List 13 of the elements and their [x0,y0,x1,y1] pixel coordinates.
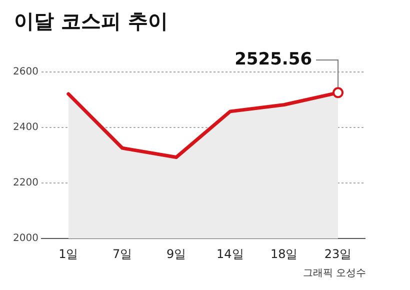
y-tick-label: 2600 [12,66,38,78]
text: 그래픽 오성수 [302,267,366,280]
y-tick-label: 2000 [12,233,38,244]
x-tick-label: 1일 [58,246,78,261]
x-tick-label: 14일 [216,246,244,261]
x-tick-label: 7일 [112,246,132,261]
y-tick-label: 2200 [12,178,38,189]
x-tick-label: 23일 [324,246,352,261]
y-tick-label: 2400 [12,122,38,134]
x-tick-label: 9일 [166,246,186,261]
annotation: 2525.56 [234,49,312,70]
x-tick-label: 18일 [270,246,298,261]
chart-title: 이달 코스피 추이 [14,8,168,35]
